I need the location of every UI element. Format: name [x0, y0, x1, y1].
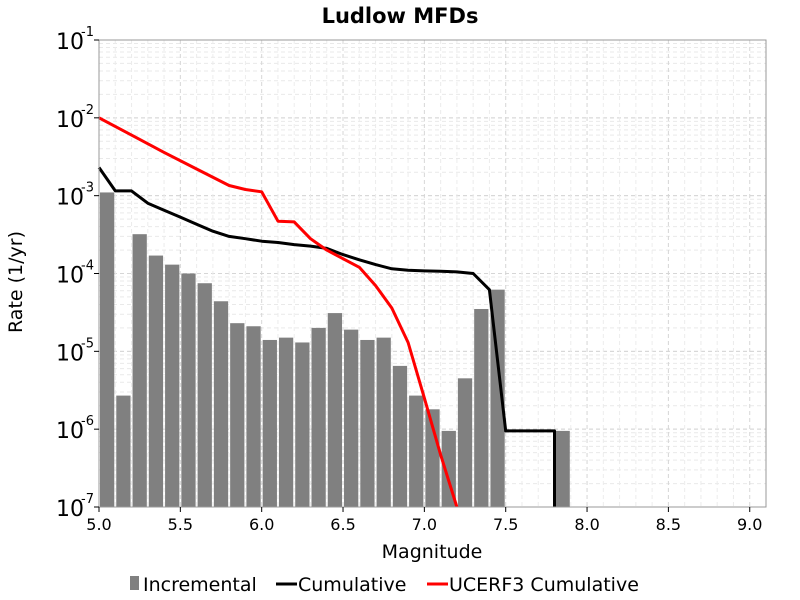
incremental-bar: [327, 313, 343, 507]
incremental-bar: [344, 329, 359, 507]
y-tick-exponent: -4: [81, 259, 94, 274]
x-tick-label: 8.5: [656, 515, 681, 534]
y-tick-exponent: -7: [81, 492, 94, 507]
x-tick-label: 5.0: [86, 515, 111, 534]
cumulative-lines: [97, 116, 556, 508]
incremental-bar: [100, 192, 115, 507]
legend-ucerf3-label: UCERF3 Cumulative: [449, 574, 639, 596]
incremental-bar: [197, 283, 212, 507]
grid: [98, 39, 766, 508]
incremental-bar: [457, 378, 473, 507]
incremental-bar: [360, 339, 375, 507]
y-tick-label: 10: [56, 108, 84, 133]
y-tick-exponent: -2: [81, 103, 94, 118]
y-tick-label: 10: [56, 30, 84, 55]
y-axis-ticks: 10-110-210-310-410-510-610-7: [56, 25, 99, 522]
y-tick-label: 10: [56, 419, 84, 444]
y-tick-exponent: -5: [81, 336, 94, 351]
y-tick-label: 10: [56, 497, 84, 522]
legend: Incremental Cumulative UCERF3 Cumulative: [130, 574, 639, 596]
incremental-bar: [555, 430, 570, 507]
incremental-bar: [213, 301, 229, 507]
y-tick-exponent: -1: [81, 25, 94, 40]
y-tick-label: 10: [56, 264, 84, 289]
legend-cumulative-label: Cumulative: [298, 574, 406, 596]
x-tick-label: 9.0: [737, 515, 762, 534]
incremental-bar: [181, 273, 196, 507]
incremental-bar: [262, 339, 277, 507]
incremental-bar: [278, 337, 294, 507]
ucerf3-cumulative-line: [98, 116, 459, 508]
x-tick-label: 5.5: [168, 515, 193, 534]
x-tick-label: 7.5: [493, 515, 518, 534]
incremental-bar: [490, 289, 505, 507]
incremental-bar: [376, 337, 391, 507]
incremental-bar: [148, 255, 164, 507]
incremental-bar: [295, 342, 310, 507]
x-axis-ticks: 5.0 5.5 6.0 6.5 7.0 7.5 8.0 8.5 9.0: [86, 507, 762, 534]
x-tick-label: 6.0: [249, 515, 274, 534]
incremental-bar: [311, 327, 326, 507]
incremental-bar: [474, 308, 489, 507]
incremental-bar: [392, 365, 408, 507]
incremental-bar: [246, 326, 261, 507]
legend-incremental-label: Incremental: [143, 574, 257, 596]
y-tick-label: 10: [56, 341, 84, 366]
incremental-bar: [165, 264, 180, 507]
incremental-bar: [132, 234, 147, 507]
incremental-bar: [230, 323, 245, 507]
y-tick-exponent: -6: [81, 414, 94, 429]
x-axis-label: Magnitude: [382, 541, 483, 563]
x-tick-label: 6.5: [330, 515, 355, 534]
incremental-bar: [409, 395, 424, 507]
chart-title: Ludlow MFDs: [322, 4, 479, 28]
cumulative-line: [97, 166, 556, 507]
y-axis-label: Rate (1/yr): [5, 231, 27, 333]
x-tick-label: 7.0: [412, 515, 437, 534]
legend-incremental-swatch: [130, 576, 139, 590]
y-tick-exponent: -3: [81, 181, 94, 196]
incremental-bar: [116, 395, 131, 507]
y-tick-label: 10: [56, 186, 84, 211]
x-tick-label: 8.0: [574, 515, 599, 534]
incremental-bars: [100, 192, 570, 507]
